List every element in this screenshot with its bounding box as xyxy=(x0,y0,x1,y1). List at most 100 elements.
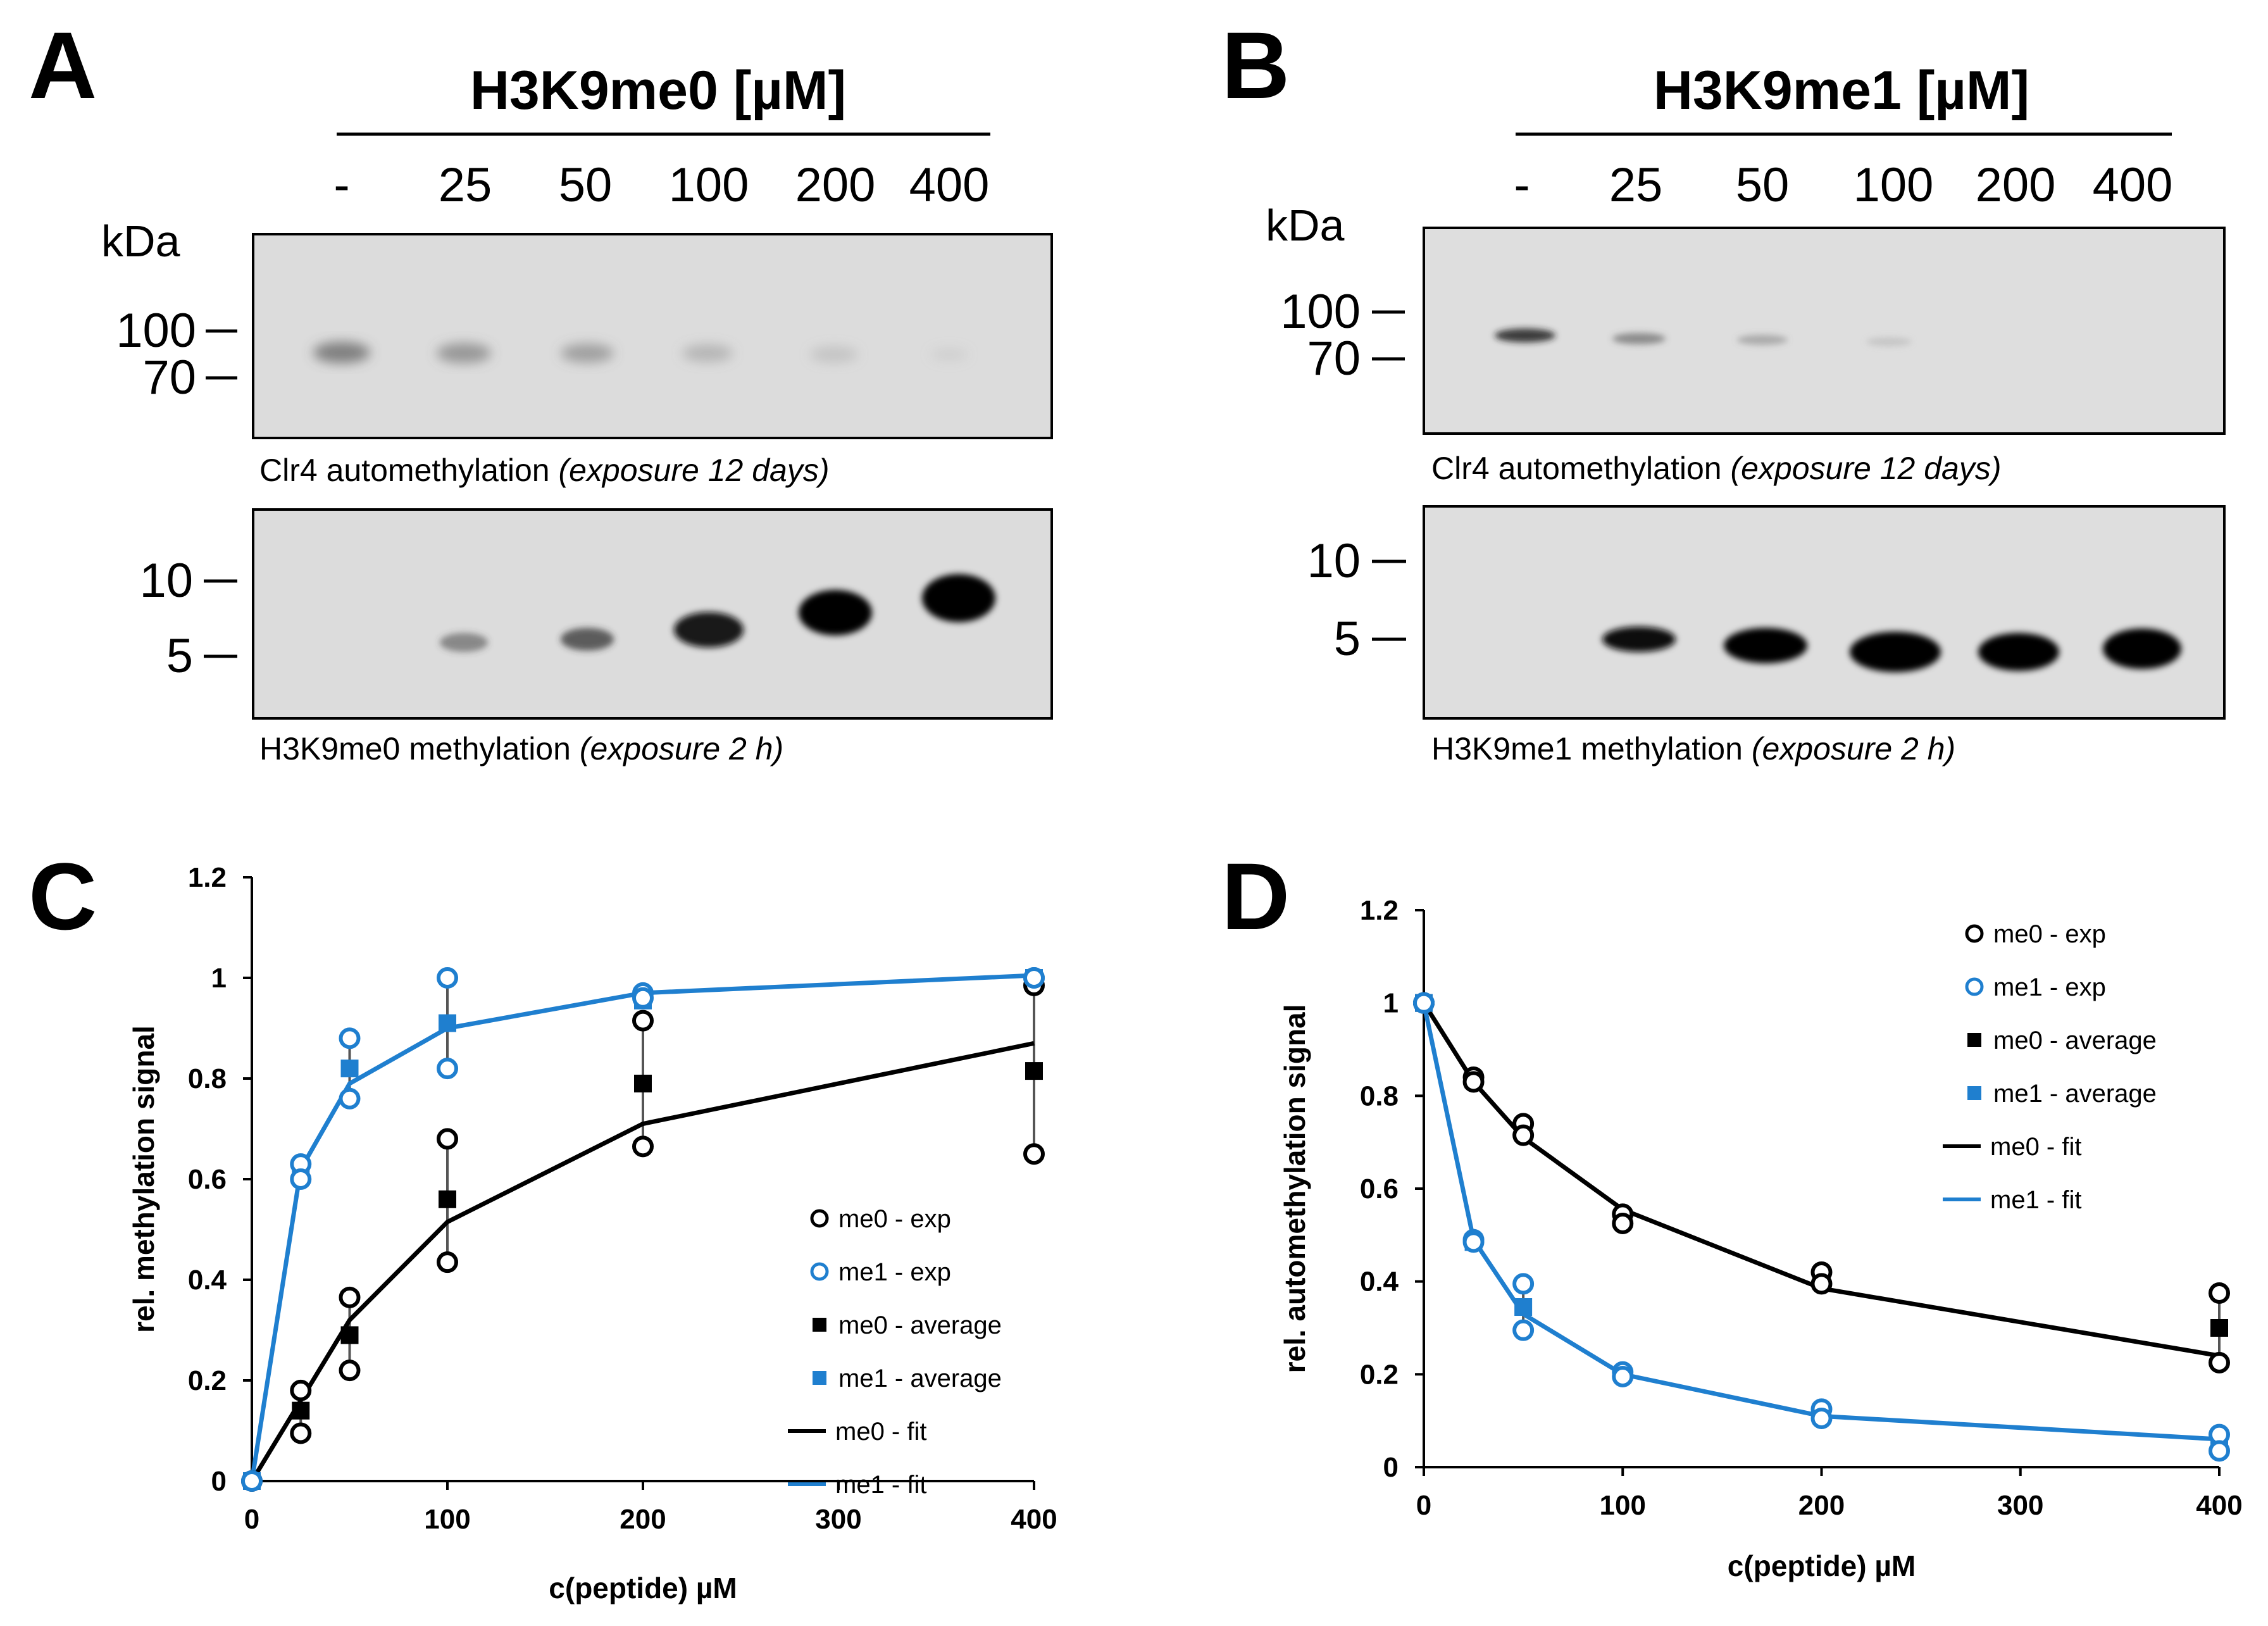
lane-label: 100 xyxy=(669,158,749,212)
blot-band xyxy=(922,574,995,622)
panel-b-header: H3K9me1 [µM] xyxy=(1654,60,2029,121)
fit-line-me1 xyxy=(249,973,1035,1482)
blot-band xyxy=(1724,628,1807,663)
exp-marker-me0 xyxy=(339,1360,361,1382)
exp-marker-me1 xyxy=(1512,1319,1535,1341)
legend-label: me1 - average xyxy=(1993,1080,2157,1108)
panel-b-caption-bottom: H3K9me1 methylation (exposure 2 h) xyxy=(1431,731,1955,766)
marker-label: 10 xyxy=(139,554,193,608)
lane-label: - xyxy=(333,158,349,212)
exp-marker-me1 xyxy=(2209,1440,2230,1462)
x-axis-label: c(peptide) µM xyxy=(1728,1549,1916,1582)
blot-band xyxy=(1612,333,1666,344)
x-tick-label: 300 xyxy=(815,1504,861,1535)
x-tick-label: 300 xyxy=(1997,1490,2043,1521)
blot-band xyxy=(682,344,733,362)
x-tick-label: 200 xyxy=(620,1504,666,1535)
y-tick-label: 0 xyxy=(211,1466,227,1497)
legend-label: me1 - exp xyxy=(838,1258,951,1286)
legend-symbol xyxy=(1967,1086,1981,1100)
exp-marker-me0 xyxy=(1810,1273,1833,1295)
average-marker-me0 xyxy=(1025,1062,1043,1080)
blot-band xyxy=(1495,328,1555,342)
blot-band xyxy=(1978,633,2059,671)
y-tick-label: 1 xyxy=(1383,988,1399,1019)
blot-band xyxy=(1866,337,1912,346)
lane-label: 400 xyxy=(2093,158,2173,212)
marker-label: 100 xyxy=(1280,285,1361,339)
blot-band xyxy=(1850,632,1941,672)
legend-label: me0 - fit xyxy=(835,1418,926,1446)
legend-label: me0 - average xyxy=(1993,1027,2157,1054)
lane-label: 25 xyxy=(439,158,492,212)
y-tick-label: 0.4 xyxy=(188,1265,227,1296)
marker-label: 10 xyxy=(1307,534,1361,588)
panel-a-caption-bottom: H3K9me0 methylation (exposure 2 h) xyxy=(259,731,783,766)
lane-label: 50 xyxy=(559,158,613,212)
legend-symbol xyxy=(1965,924,1984,943)
blot-band xyxy=(561,344,614,363)
y-tick-label: 1.2 xyxy=(1360,895,1399,926)
y-tick-label: 0.8 xyxy=(188,1063,227,1094)
x-tick-label: 0 xyxy=(1416,1490,1431,1521)
legend-symbol xyxy=(810,1209,829,1228)
y-tick-label: 1.2 xyxy=(188,862,227,893)
chart-c: 0 0.2 0.4 0.6 0.8 1 1.2 0 100 200 300 400 c(peptide)… xyxy=(127,862,1057,1604)
exp-marker-me1 xyxy=(290,1168,312,1190)
legend-symbol xyxy=(813,1371,826,1385)
blot-band xyxy=(799,590,872,635)
blot-band xyxy=(440,633,488,652)
exp-marker-me1 xyxy=(1413,992,1435,1014)
average-marker-me0 xyxy=(439,1190,456,1208)
blot-band xyxy=(561,628,614,651)
y-tick-label: 0.4 xyxy=(1360,1266,1399,1298)
exp-marker-me1 xyxy=(437,967,458,989)
legend-label: me0 - exp xyxy=(838,1205,951,1233)
panel-b-blot-bottom xyxy=(1423,505,2226,720)
x-tick-label: 400 xyxy=(1011,1504,1057,1535)
legend-label: me0 - average xyxy=(838,1311,1002,1339)
exp-marker-me0 xyxy=(290,1422,312,1444)
marker-label: 5 xyxy=(1334,612,1361,666)
lane-label: 200 xyxy=(1976,158,2056,212)
y-tick-label: 0.8 xyxy=(1360,1080,1399,1111)
exp-marker-me0 xyxy=(437,1251,458,1273)
panel-a-caption-top: Clr4 automethylation (exposure 12 days) xyxy=(259,453,829,488)
lane-label: 200 xyxy=(795,158,876,212)
exp-marker-me1 xyxy=(1810,1408,1833,1429)
panel-letter-d: D xyxy=(1221,843,1290,949)
x-tick-label: 100 xyxy=(1600,1490,1646,1521)
y-tick-label: 1 xyxy=(211,963,227,994)
panel-b-kda-label: kDa xyxy=(1266,201,1345,250)
legend-symbol xyxy=(1967,1033,1981,1047)
exp-marker-me1 xyxy=(437,1058,458,1080)
y-axis-label: rel. automethylation signal xyxy=(1278,1004,1311,1373)
blot-band xyxy=(437,343,491,363)
x-tick-label: 0 xyxy=(244,1504,259,1535)
panel-d: D 0 0.2 0.4 0.6 0.8 1 1.2 0 100 200 300 400 c(peptid… xyxy=(1221,843,2243,1582)
blot-band xyxy=(930,348,968,361)
marker-label: 70 xyxy=(142,351,196,404)
panel-a-lane-labels: - 25 50 100 200 400 xyxy=(333,158,989,212)
average-marker-me0 xyxy=(634,1074,652,1092)
legend-label: me1 - average xyxy=(838,1365,1002,1392)
average-marker-me1 xyxy=(340,1060,359,1078)
exp-marker-me0 xyxy=(1023,1143,1045,1165)
fit-line-me1 xyxy=(1421,1002,2220,1442)
average-marker-me0 xyxy=(340,1326,359,1344)
exp-marker-me0 xyxy=(1512,1124,1535,1146)
fit-line-me0 xyxy=(1422,1001,2220,1358)
average-marker-me1 xyxy=(1514,1298,1533,1316)
panel-b: B H3K9me1 [µM] - 25 50 100 200 400 kDa 1… xyxy=(1221,12,2226,766)
exp-marker-me0 xyxy=(632,1135,654,1158)
panel-a: A H3K9me0 [µM] - 25 50 100 200 400 kDa 1… xyxy=(28,12,1053,766)
y-tick-label: 0.6 xyxy=(188,1164,227,1195)
blot-band xyxy=(810,346,858,363)
panel-a-header: H3K9me0 [µM] xyxy=(470,60,846,121)
blot-band xyxy=(1602,627,1676,652)
exp-marker-me1 xyxy=(1512,1273,1535,1295)
average-marker-me1 xyxy=(439,1014,456,1032)
exp-marker-me1 xyxy=(241,1470,263,1492)
blot-band xyxy=(1737,335,1788,345)
